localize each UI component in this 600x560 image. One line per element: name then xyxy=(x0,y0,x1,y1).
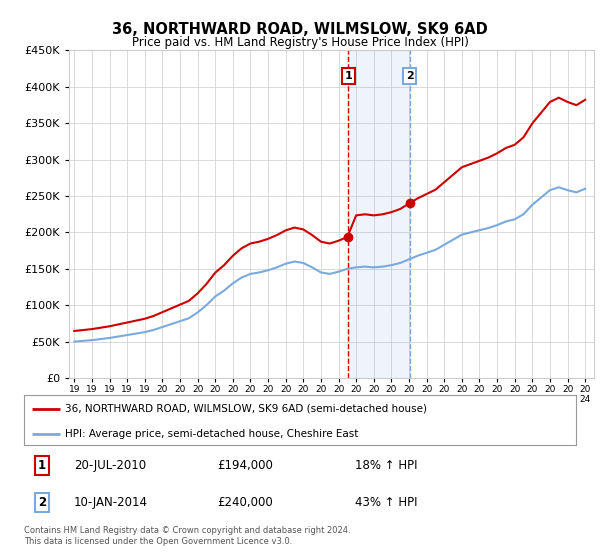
Text: 2: 2 xyxy=(38,496,46,509)
Text: 2: 2 xyxy=(406,71,413,81)
Text: Price paid vs. HM Land Registry's House Price Index (HPI): Price paid vs. HM Land Registry's House … xyxy=(131,36,469,49)
Text: 36, NORTHWARD ROAD, WILMSLOW, SK9 6AD (semi-detached house): 36, NORTHWARD ROAD, WILMSLOW, SK9 6AD (s… xyxy=(65,404,427,414)
Text: 43% ↑ HPI: 43% ↑ HPI xyxy=(355,496,418,509)
Text: 18% ↑ HPI: 18% ↑ HPI xyxy=(355,459,418,472)
Text: £240,000: £240,000 xyxy=(217,496,273,509)
Text: 20-JUL-2010: 20-JUL-2010 xyxy=(74,459,146,472)
Text: 36, NORTHWARD ROAD, WILMSLOW, SK9 6AD: 36, NORTHWARD ROAD, WILMSLOW, SK9 6AD xyxy=(112,22,488,38)
Text: HPI: Average price, semi-detached house, Cheshire East: HPI: Average price, semi-detached house,… xyxy=(65,429,359,439)
Text: 1: 1 xyxy=(38,459,46,472)
Text: Contains HM Land Registry data © Crown copyright and database right 2024.
This d: Contains HM Land Registry data © Crown c… xyxy=(24,526,350,546)
Text: 1: 1 xyxy=(344,71,352,81)
Text: 10-JAN-2014: 10-JAN-2014 xyxy=(74,496,148,509)
Text: £194,000: £194,000 xyxy=(217,459,273,472)
Bar xyxy=(348,50,410,378)
